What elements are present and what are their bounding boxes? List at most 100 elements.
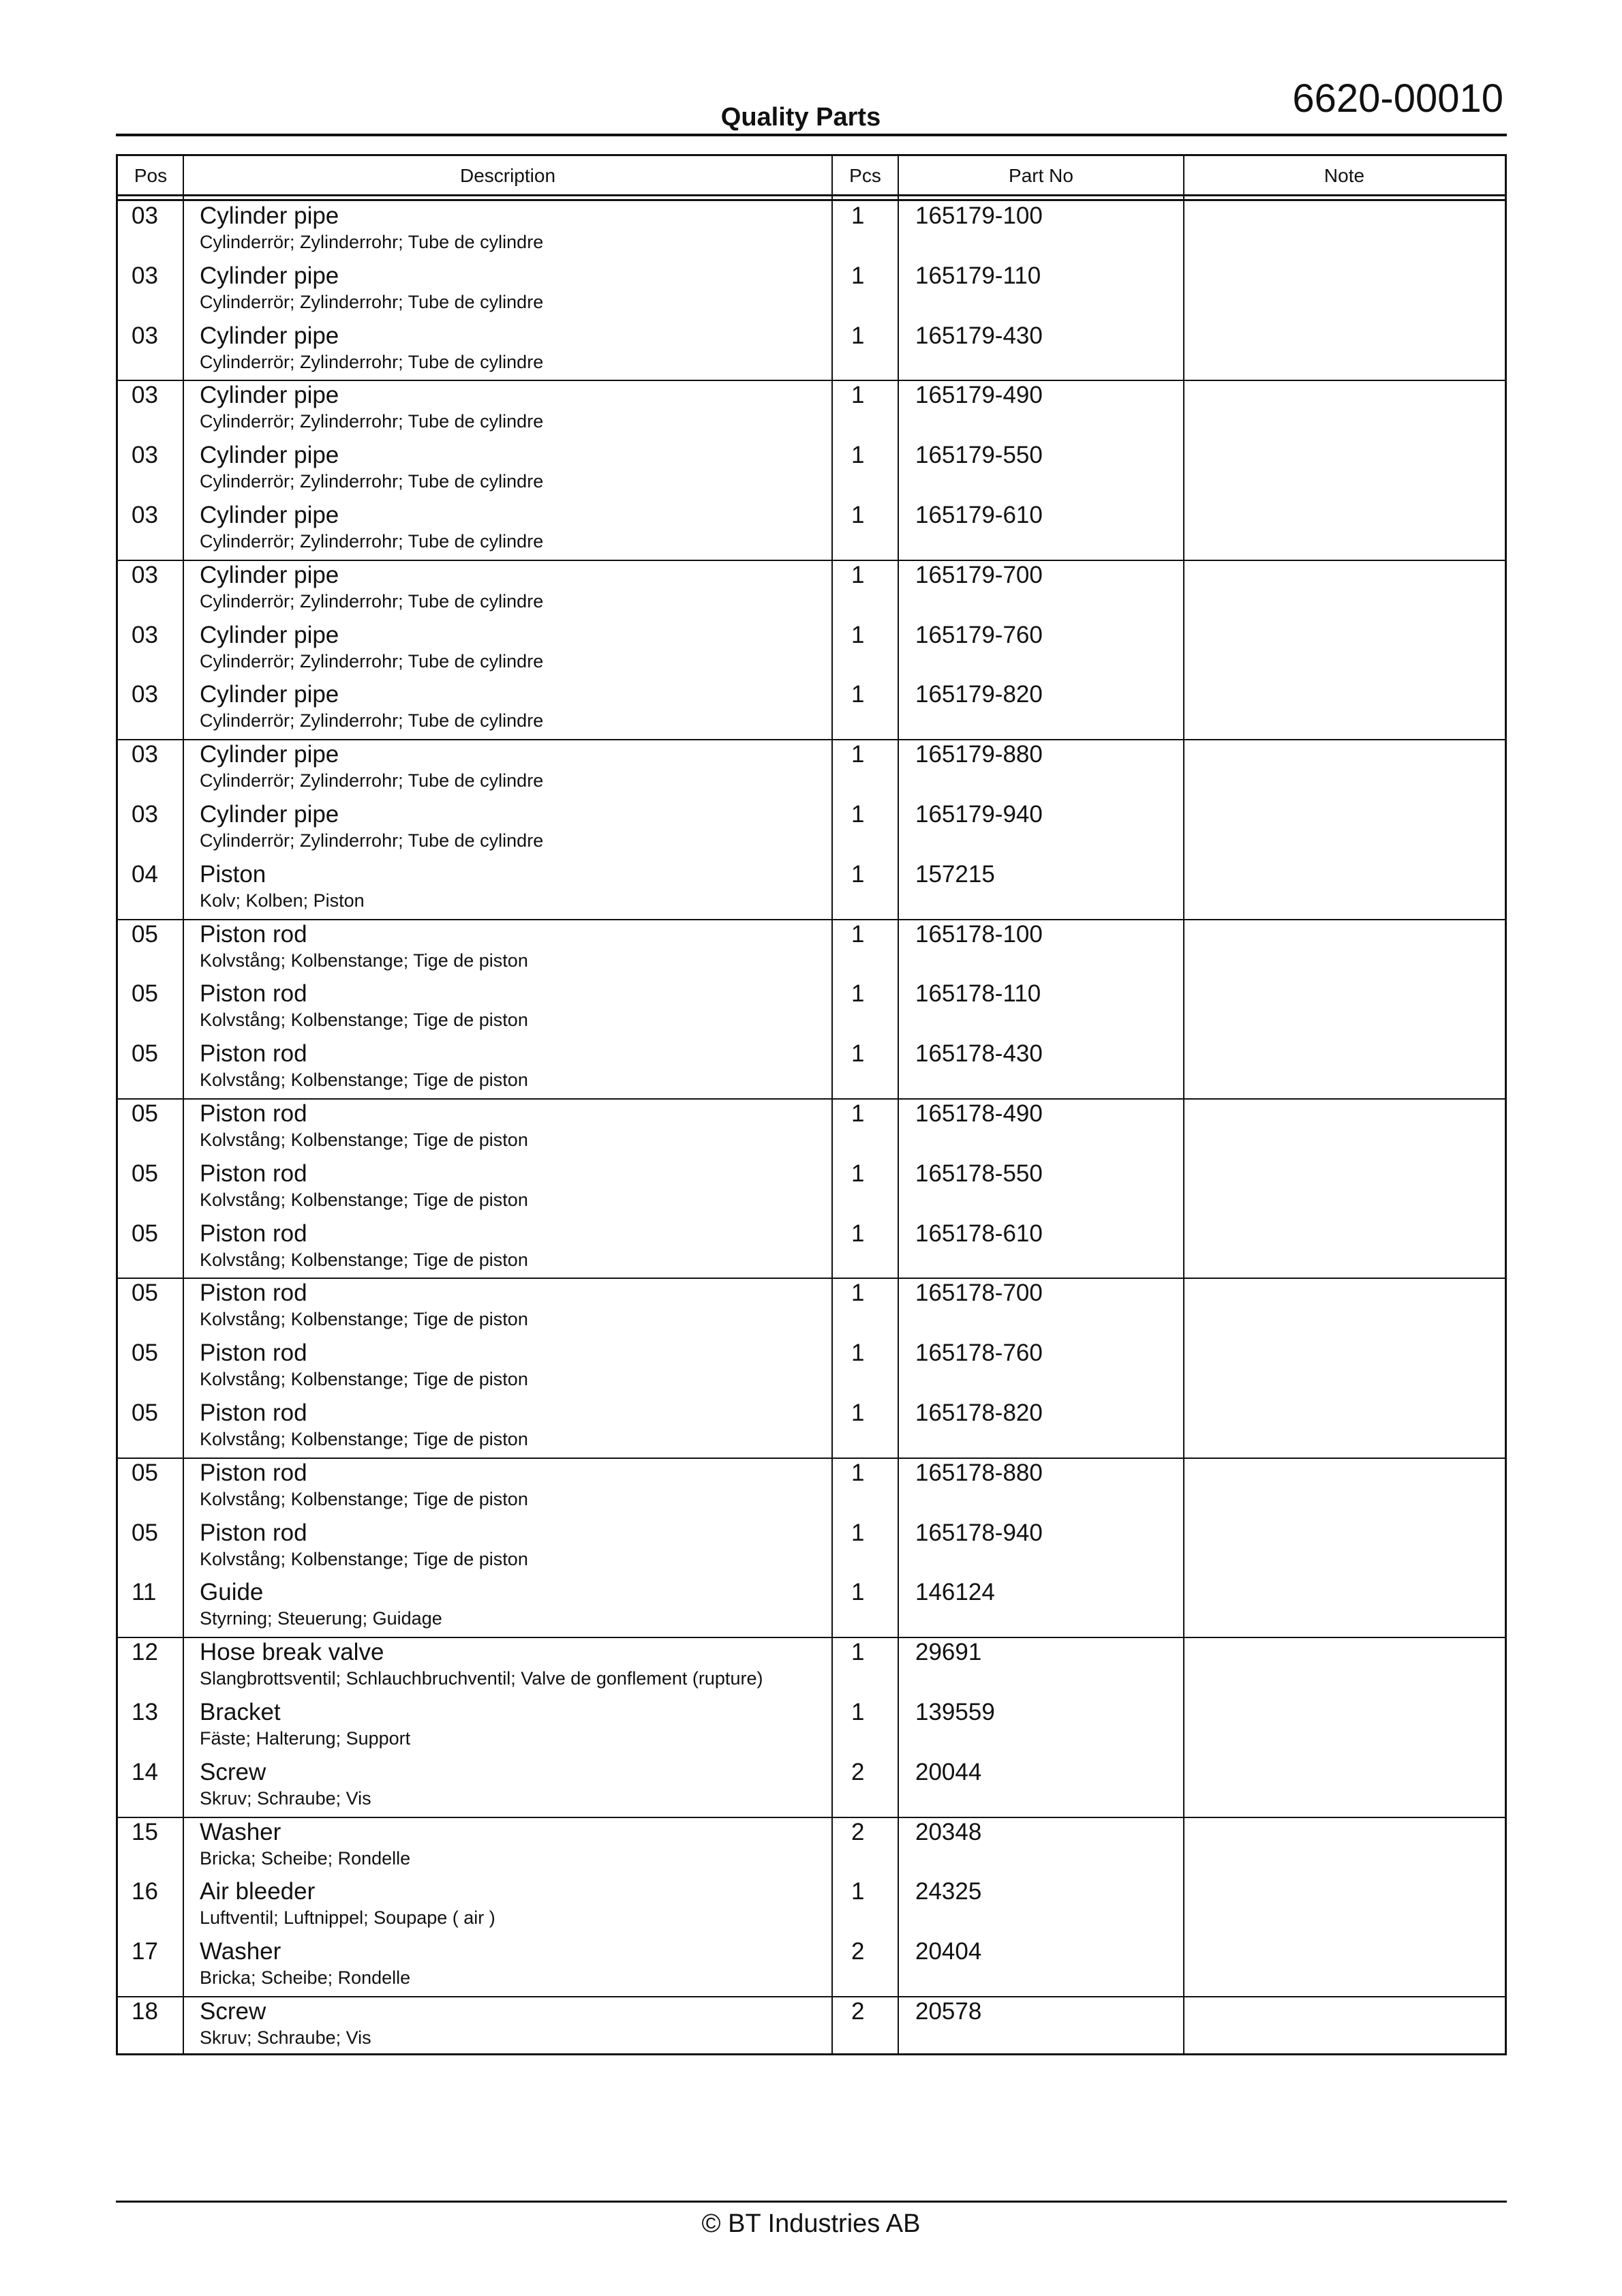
group-divider <box>118 1996 1505 1997</box>
pos-cell: 05 <box>132 920 158 948</box>
part-no-cell: 165179-550 <box>915 442 1043 469</box>
pcs-cell: 1 <box>851 1579 865 1606</box>
part-no-cell: 165179-880 <box>915 741 1043 768</box>
description-cell: Piston rod <box>200 1459 307 1486</box>
description-translations: Kolvstång; Kolbenstange; Tige de piston <box>200 1010 528 1031</box>
description-cell: Piston rod <box>200 920 307 948</box>
description-translations: Cylinderrör; Zylinderrohr; Tube de cylin… <box>200 232 544 252</box>
description-translations: Kolvstång; Kolbenstange; Tige de piston <box>200 1369 528 1390</box>
description-translations: Styrning; Steuerung; Guidage <box>200 1608 442 1629</box>
description-translations: Fäste; Halterung; Support <box>200 1728 411 1749</box>
pos-cell: 03 <box>132 322 158 349</box>
group-divider <box>118 918 1505 920</box>
description-translations: Kolvstång; Kolbenstange; Tige de piston <box>200 1429 528 1449</box>
part-no-cell: 165179-110 <box>915 262 1041 289</box>
description-translations: Kolv; Kolben; Piston <box>200 890 365 911</box>
description-cell: Piston rod <box>200 1160 307 1187</box>
pcs-cell: 1 <box>851 980 865 1008</box>
page-title: Quality Parts <box>720 103 881 132</box>
column-divider <box>831 156 833 2053</box>
column-header-description: Description <box>459 165 556 186</box>
table-row: 12 Hose break valve Slangbrottsventil; Sch… <box>118 1637 1505 1697</box>
part-no-cell: 157215 <box>915 860 995 888</box>
part-no-cell: 24325 <box>915 1878 982 1905</box>
group-divider <box>118 1637 1505 1639</box>
table-row: 17 Washer Bricka; Scheibe; Rondelle 2 20404 <box>118 1937 1505 1997</box>
pos-cell: 05 <box>132 1400 158 1426</box>
description-cell: Hose break valve <box>200 1639 384 1666</box>
pos-cell: 05 <box>132 1459 158 1486</box>
column-divider <box>898 156 899 2053</box>
table-row: 13 Bracket Fäste; Halterung; Support 1 13955… <box>118 1697 1505 1757</box>
description-cell: Washer <box>200 1818 281 1845</box>
description-translations: Cylinderrör; Zylinderrohr; Tube de cylin… <box>200 710 544 731</box>
description-cell: Piston rod <box>200 980 307 1008</box>
description-translations: Bricka; Scheibe; Rondelle <box>200 1967 411 1989</box>
description-translations: Kolvstång; Kolbenstange; Tige de piston <box>200 1249 528 1270</box>
part-no-cell: 165179-760 <box>915 621 1043 648</box>
pcs-cell: 1 <box>851 1639 865 1666</box>
table-row: 05 Piston rod Kolvstång; Kolbenstange; Tig… <box>118 1219 1505 1279</box>
pos-cell: 05 <box>132 1519 158 1546</box>
pos-cell: 18 <box>132 1998 158 2025</box>
pcs-cell: 1 <box>851 1100 865 1127</box>
pcs-cell: 2 <box>851 1998 865 2025</box>
group-divider <box>118 380 1505 382</box>
table-row: 05 Piston rod Kolvstång; Kolbenstange; Tig… <box>118 1458 1505 1518</box>
pcs-cell: 1 <box>851 382 865 409</box>
column-divider <box>183 156 184 2053</box>
part-no-cell: 165178-880 <box>915 1459 1043 1486</box>
pos-cell: 14 <box>132 1758 158 1785</box>
table-row: 03 Cylinder pipe Cylinderrör; Zylinderrohr… <box>118 620 1505 680</box>
description-translations: Cylinderrör; Zylinderrohr; Tube de cylin… <box>200 770 544 791</box>
part-no-cell: 165179-820 <box>915 681 1043 708</box>
column-divider <box>1183 156 1184 2053</box>
pos-cell: 17 <box>132 1938 158 1965</box>
pos-cell: 03 <box>132 262 158 289</box>
description-translations: Kolvstång; Kolbenstange; Tige de piston <box>200 950 528 971</box>
description-cell: Piston rod <box>200 1400 307 1426</box>
pos-cell: 05 <box>132 980 158 1008</box>
pcs-cell: 2 <box>851 1938 865 1965</box>
pcs-cell: 1 <box>851 741 865 768</box>
table-row: 15 Washer Bricka; Scheibe; Rondelle 2 20348 <box>118 1817 1505 1877</box>
description-cell: Piston rod <box>200 1340 307 1367</box>
pos-cell: 05 <box>132 1340 158 1367</box>
pcs-cell: 1 <box>851 442 865 469</box>
pos-cell: 04 <box>132 860 158 888</box>
table-row: 05 Piston rod Kolvstång; Kolbenstange; Tig… <box>118 1338 1505 1398</box>
part-no-cell: 165179-100 <box>915 202 1043 229</box>
part-no-cell: 146124 <box>915 1579 995 1606</box>
part-no-cell: 29691 <box>915 1639 982 1666</box>
pos-cell: 16 <box>132 1878 158 1905</box>
description-translations: Kolvstång; Kolbenstange; Tige de piston <box>200 1309 528 1330</box>
part-no-cell: 165178-700 <box>915 1280 1043 1307</box>
description-cell: Air bleeder <box>200 1878 316 1905</box>
description-translations: Cylinderrör; Zylinderrohr; Tube de cylin… <box>200 351 544 372</box>
table-row: 11 Guide Styrning; Steuerung; Guidage 1 1461… <box>118 1577 1505 1637</box>
pos-cell: 05 <box>132 1280 158 1307</box>
description-translations: Kolvstång; Kolbenstange; Tige de piston <box>200 1189 528 1210</box>
part-no-cell: 20404 <box>915 1938 982 1965</box>
pcs-cell: 1 <box>851 1459 865 1486</box>
pcs-cell: 1 <box>851 801 865 828</box>
column-header-note: Note <box>1323 165 1365 186</box>
pcs-cell: 1 <box>851 1280 865 1307</box>
pcs-cell: 1 <box>851 860 865 888</box>
part-no-cell: 165179-430 <box>915 322 1043 349</box>
part-no-cell: 165178-820 <box>915 1400 1043 1426</box>
description-cell: Bracket <box>200 1699 281 1725</box>
part-no-cell: 20348 <box>915 1818 982 1845</box>
description-translations: Cylinderrör; Zylinderrohr; Tube de cylin… <box>200 471 544 492</box>
pos-cell: 03 <box>132 741 158 768</box>
description-cell: Cylinder pipe <box>200 621 339 648</box>
pos-cell: 03 <box>132 442 158 469</box>
description-translations: Kolvstång; Kolbenstange; Tige de piston <box>200 1488 528 1509</box>
description-cell: Piston rod <box>200 1220 307 1247</box>
description-cell: Cylinder pipe <box>200 322 339 349</box>
pcs-cell: 1 <box>851 920 865 948</box>
description-cell: Cylinder pipe <box>200 502 339 528</box>
pcs-cell: 2 <box>851 1758 865 1785</box>
table-row: 03 Cylinder pipe Cylinderrör; Zylinderrohr… <box>118 560 1505 620</box>
pcs-cell: 1 <box>851 621 865 648</box>
